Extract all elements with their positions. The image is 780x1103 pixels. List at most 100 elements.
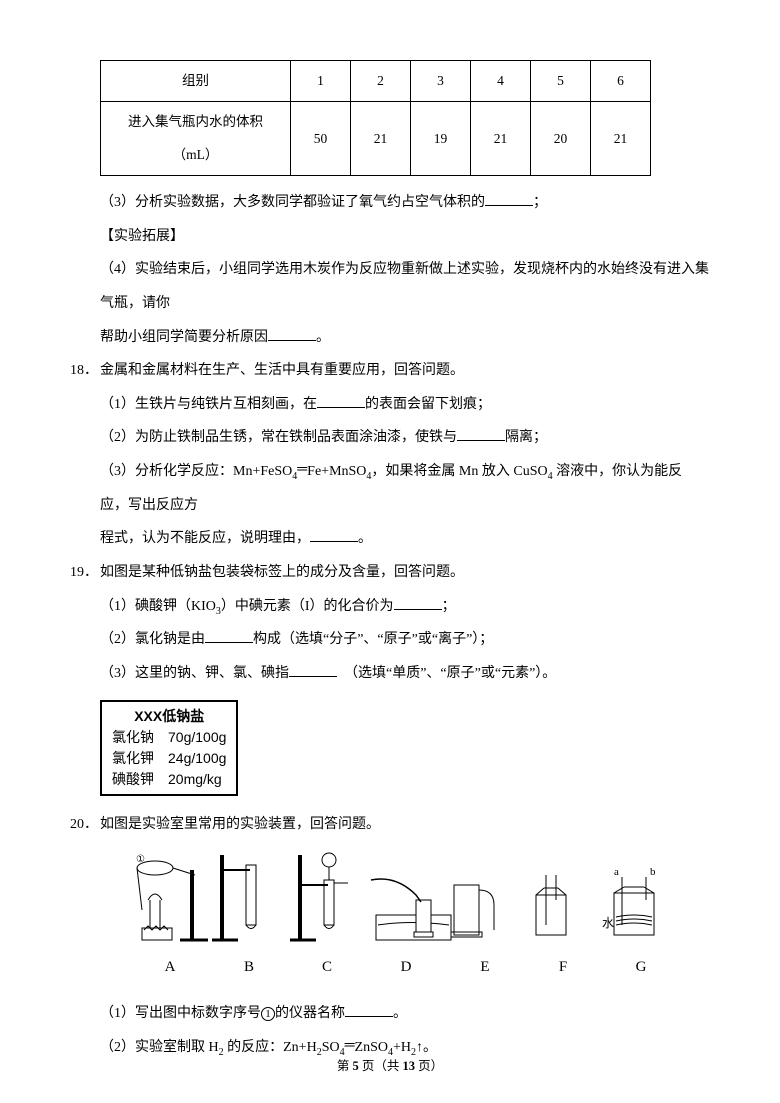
apparatus-g: a b 水 G (602, 865, 680, 985)
blank (268, 325, 316, 340)
nutrition-label-box: XXX低钠盐 氯化钠 70g/100g 氯化钾 24g/100g 碘酸钾 20m… (100, 700, 238, 796)
apparatus-c-icon (288, 850, 358, 945)
item-3: （3）分析实验数据，大多数同学都验证了氧气约占空气体积的 ； (100, 186, 710, 220)
th-4: 4 (471, 61, 531, 102)
data-table: 组别 1 2 3 4 5 6 进入集气瓶内水的体积（mL） 50 21 19 2… (100, 60, 651, 176)
apparatus-c-label: C (288, 949, 366, 985)
blank (485, 191, 533, 206)
t: （1）生铁片与纯铁片互相刻画，在 (100, 397, 317, 412)
apparatus-g-label: G (602, 949, 680, 985)
cell-5: 20 (531, 102, 591, 176)
apparatus-d: D (366, 870, 446, 985)
t: Fe+MnSO (307, 464, 366, 479)
t: （3）这里的钠、钾、氯、碘指 (100, 666, 289, 681)
q19-3: （3）这里的钠、钾、氯、碘指 （选填“单质”、“原子”或“元素”）。 (100, 657, 710, 691)
circled-1-icon: 1 (261, 1007, 275, 1021)
experiment-extension-heading: 【实验拓展】 (100, 220, 710, 254)
cell-4: 21 (471, 102, 531, 176)
t: 。 (358, 531, 372, 546)
apparatus-g-icon: a b 水 (602, 865, 667, 945)
t: ，如果将金属 Mn 放入 CuSO (371, 464, 547, 479)
t: （选填“单质”、“原子”或“元素”）。 (351, 666, 556, 681)
q20: 20．如图是实验室里常用的实验装置，回答问题。 (70, 808, 710, 842)
t: （3）分析化学反应：Mn+FeSO (100, 464, 292, 479)
t: 隔离； (505, 430, 547, 445)
apparatus-a: ① A (130, 850, 210, 985)
footer-c: 页（共 (359, 1059, 403, 1073)
apparatus-d-label: D (366, 949, 446, 985)
apparatus-b-icon (210, 850, 280, 945)
q20-1: （1）写出图中标数字序号1的仪器名称。 (100, 997, 710, 1031)
blank (205, 628, 253, 643)
q19-num: 19． (70, 556, 100, 590)
nutrition-row-1: 氯化钠 70g/100g (112, 727, 226, 748)
blank (345, 1002, 393, 1017)
q18-3a: （3）分析化学反应：Mn+FeSO4═Fe+MnSO4，如果将金属 Mn 放入 … (100, 455, 710, 522)
apparatus-f-label: F (524, 949, 602, 985)
row-label: 进入集气瓶内水的体积（mL） (101, 102, 291, 176)
q18-num: 18． (70, 354, 100, 388)
blank (317, 392, 365, 407)
svg-text:b: b (650, 866, 656, 878)
t: 。 (393, 1006, 407, 1021)
q19-stem: 如图是某种低钠盐包装袋标签上的成分及含量，回答问题。 (100, 565, 464, 580)
apparatus-d-icon (366, 870, 456, 945)
blank (457, 426, 505, 441)
cell-3: 19 (411, 102, 471, 176)
q18-stem: 金属和金属材料在生产、生活中具有重要应用，回答问题。 (100, 363, 464, 378)
p3-end: ； (533, 195, 547, 210)
apparatus-e: E (446, 870, 524, 985)
t: ； (442, 599, 456, 614)
q18-3b: 程式，认为不能反应，说明理由， 。 (100, 522, 710, 556)
p4b-text: 帮助小组同学简要分析原因 (100, 330, 268, 345)
cell-1: 50 (291, 102, 351, 176)
footer-a: 第 (337, 1059, 353, 1073)
th-group: 组别 (101, 61, 291, 102)
t: （2）氯化钠是由 (100, 632, 205, 647)
apparatus-f-icon (524, 870, 579, 945)
svg-text:水: 水 (602, 916, 614, 930)
q19-2: （2）氯化钠是由 构成（选填“分子”、“原子”或“离子”）； (100, 623, 710, 657)
t: （2）为防止铁制品生锈，常在铁制品表面涂油漆，使铁与 (100, 430, 457, 445)
q19: 19．如图是某种低钠盐包装袋标签上的成分及含量，回答问题。 (70, 556, 710, 590)
nutrition-row-3: 碘酸钾 20mg/kg (112, 769, 226, 790)
apparatus-a-label: A (130, 949, 210, 985)
t: 程式，认为不能反应，说明理由， (100, 531, 310, 546)
svg-text:a: a (614, 866, 619, 878)
cell-6: 21 (591, 102, 651, 176)
t: 构成（选填“分子”、“原子”或“离子”）； (253, 632, 493, 647)
apparatus-f: F (524, 870, 602, 985)
p3-text: （3）分析实验数据，大多数同学都验证了氧气约占空气体积的 (100, 195, 485, 210)
cell-2: 21 (351, 102, 411, 176)
item-4a: （4）实验结束后，小组同学选用木炭作为反应物重新做上述实验，发现烧杯内的水始终没… (100, 253, 710, 320)
q20-num: 20． (70, 808, 100, 842)
blank (289, 662, 337, 677)
th-5: 5 (531, 61, 591, 102)
th-2: 2 (351, 61, 411, 102)
t: 的表面会留下划痕； (365, 397, 491, 412)
apparatus-e-icon (446, 870, 501, 945)
nutrition-row-2: 氯化钾 24g/100g (112, 748, 226, 769)
p4-end: 。 (316, 330, 330, 345)
blank (310, 527, 358, 542)
t: （1）碘酸钾（KIO (100, 599, 216, 614)
q18-2: （2）为防止铁制品生锈，常在铁制品表面涂油漆，使铁与 隔离； (100, 421, 710, 455)
nutrition-title: XXX低钠盐 (112, 706, 226, 727)
footer-e: 页） (415, 1059, 443, 1073)
q19-1: （1）碘酸钾（KIO3）中碘元素（I）的化合价为； (100, 590, 710, 624)
t: 的仪器名称 (275, 1006, 345, 1021)
th-3: 3 (411, 61, 471, 102)
apparatus-e-label: E (446, 949, 524, 985)
q18: 18．金属和金属材料在生产、生活中具有重要应用，回答问题。 (70, 354, 710, 388)
blank (394, 594, 442, 609)
apparatus-c: C (288, 850, 366, 985)
th-1: 1 (291, 61, 351, 102)
page-footer: 第 5 页（共 13 页） (0, 1051, 780, 1081)
apparatus-a-icon: ① (130, 850, 210, 945)
footer-total: 13 (403, 1059, 416, 1073)
th-6: 6 (591, 61, 651, 102)
q20-stem: 如图是实验室里常用的实验装置，回答问题。 (100, 817, 380, 832)
apparatus-b: B (210, 850, 288, 985)
t: ）中碘元素（I）的化合价为 (221, 599, 394, 614)
apparatus-b-label: B (210, 949, 288, 985)
